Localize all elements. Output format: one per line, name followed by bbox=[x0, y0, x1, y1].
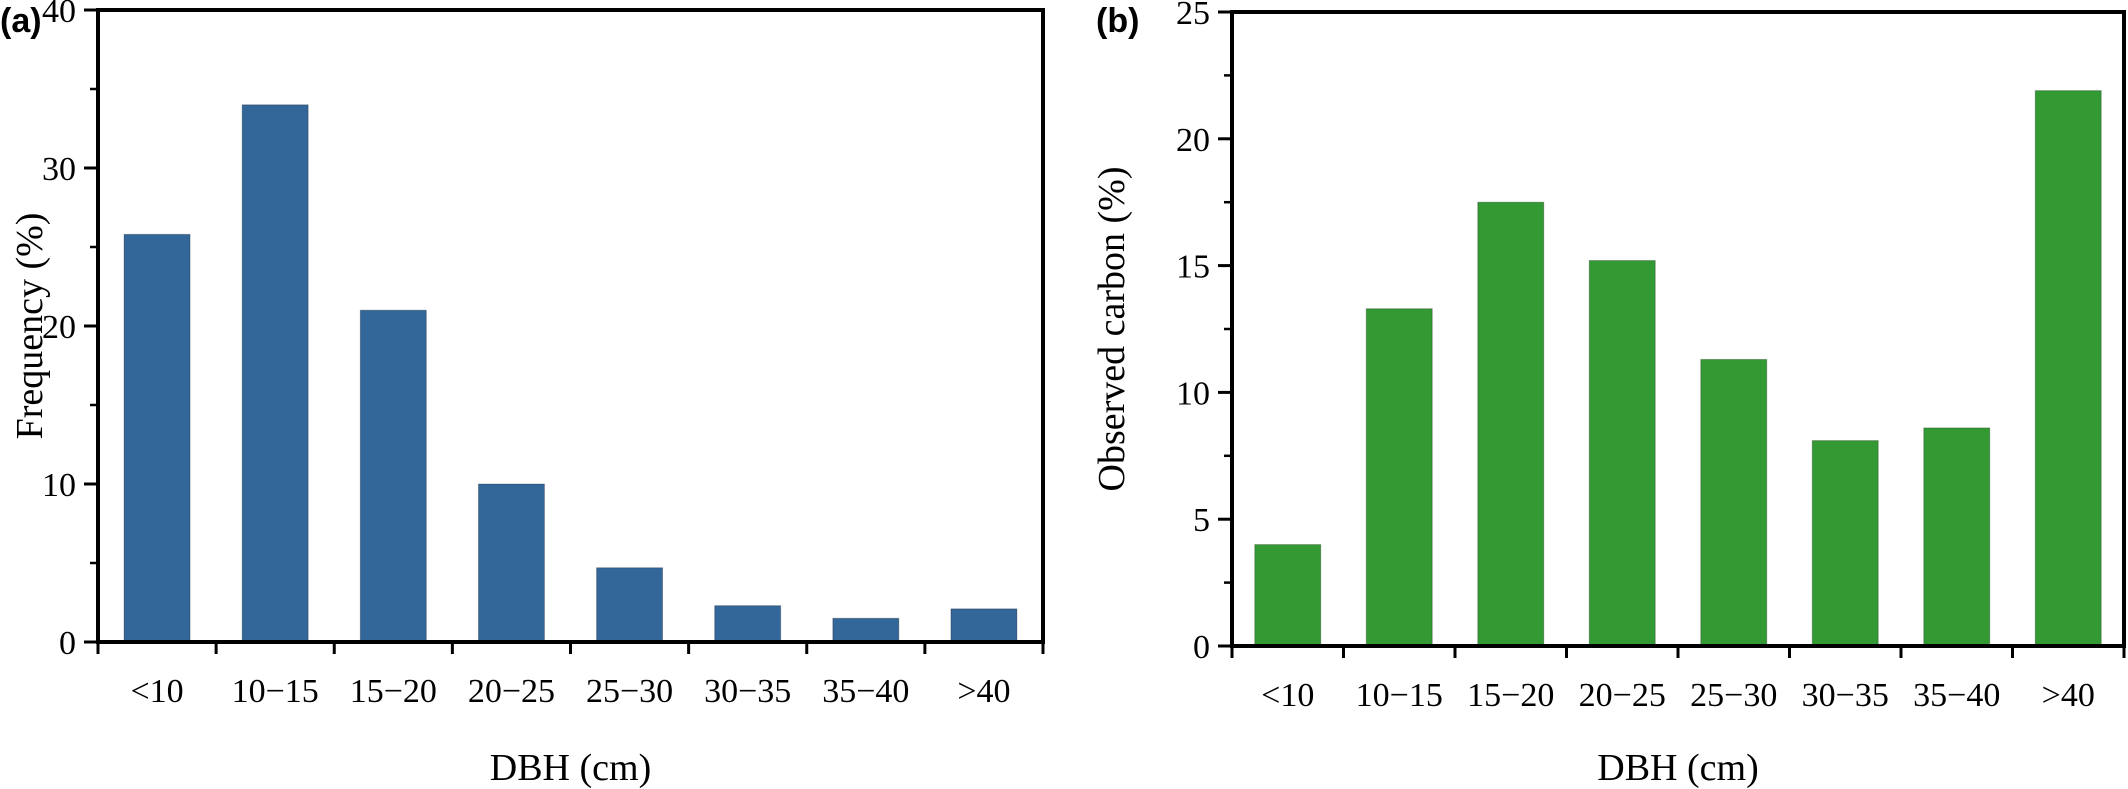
bar bbox=[359, 309, 427, 643]
x-axis-title: DBH (cm) bbox=[1597, 747, 1758, 789]
bar bbox=[477, 483, 545, 643]
y-tick-label: 40 bbox=[42, 0, 76, 30]
y-tick-label: 20 bbox=[42, 309, 76, 346]
x-tick-labels: <10 10−15 15−20 20−25 25−30 30−35 35−40 >40 bbox=[130, 673, 1010, 710]
x-axis-title: DBH (cm) bbox=[490, 747, 651, 789]
bar bbox=[241, 104, 309, 643]
y-tick-label: 15 bbox=[1176, 249, 1210, 286]
x-tick-label: 25−30 bbox=[1690, 677, 1777, 714]
bar bbox=[1588, 260, 1656, 647]
panel-label: (a) bbox=[0, 2, 42, 40]
x-tick-label: 20−25 bbox=[1579, 677, 1666, 714]
x-tick-label: 15−20 bbox=[1467, 677, 1554, 714]
bar bbox=[714, 605, 782, 643]
y-tick-label: 10 bbox=[1176, 375, 1210, 412]
bar bbox=[1811, 440, 1879, 647]
x-tick-label: 30−35 bbox=[704, 673, 791, 710]
x-tick-label: <10 bbox=[130, 673, 183, 710]
y-tick-label: 0 bbox=[59, 625, 76, 662]
bar bbox=[832, 617, 900, 643]
y-tick-marks bbox=[1218, 10, 1232, 648]
y-axis-title: Observed carbon (%) bbox=[1091, 167, 1133, 492]
y-tick-label: 25 bbox=[1176, 0, 1210, 32]
x-tick-label: 20−25 bbox=[468, 673, 555, 710]
chart-panel-a: (a) <10 10−15 15−20 20−25 25−30 30−35 35−40 >40… bbox=[0, 0, 1045, 789]
x-tick-label: 30−35 bbox=[1802, 677, 1889, 714]
chart-panel-b: (b) <10 10−15 15−20 20−25 25−30 30−35 35−40 >40… bbox=[1091, 0, 2126, 789]
x-tick-label: >40 bbox=[957, 673, 1010, 710]
y-tick-labels: 0 10 20 30 40 bbox=[42, 0, 76, 662]
y-tick-label: 5 bbox=[1193, 502, 1210, 539]
bar bbox=[1365, 308, 1433, 647]
y-tick-label: 10 bbox=[42, 467, 76, 504]
bar bbox=[1700, 358, 1768, 647]
bar bbox=[123, 233, 191, 643]
x-tick-label: 25−30 bbox=[586, 673, 673, 710]
x-tick-label: 15−20 bbox=[350, 673, 437, 710]
bar bbox=[2034, 90, 2102, 647]
x-tick-label: <10 bbox=[1261, 677, 1314, 714]
x-tick-label: 35−40 bbox=[822, 673, 909, 710]
y-tick-marks bbox=[84, 8, 98, 644]
bar bbox=[1923, 427, 1991, 647]
bar bbox=[1477, 201, 1545, 647]
y-tick-label: 0 bbox=[1193, 629, 1210, 666]
x-tick-label: 10−15 bbox=[1356, 677, 1443, 714]
y-tick-labels: 0 5 10 15 20 25 bbox=[1176, 0, 1210, 666]
y-tick-label: 20 bbox=[1176, 122, 1210, 159]
x-tick-label: 10−15 bbox=[232, 673, 319, 710]
bar bbox=[596, 567, 664, 643]
y-axis-title: Frequency (%) bbox=[9, 213, 51, 440]
bar bbox=[950, 608, 1018, 643]
plot-frame bbox=[96, 8, 1045, 644]
bar bbox=[1254, 544, 1322, 647]
x-tick-label: 35−40 bbox=[1913, 677, 2000, 714]
bar-series bbox=[123, 104, 1018, 643]
y-tick-label: 30 bbox=[42, 151, 76, 188]
x-tick-label: >40 bbox=[2042, 677, 2095, 714]
bar-series bbox=[1254, 90, 2102, 647]
plot-frame bbox=[1230, 10, 2126, 648]
panel-label: (b) bbox=[1096, 2, 1139, 40]
x-tick-labels: <10 10−15 15−20 20−25 25−30 30−35 35−40 >40 bbox=[1261, 677, 2095, 714]
